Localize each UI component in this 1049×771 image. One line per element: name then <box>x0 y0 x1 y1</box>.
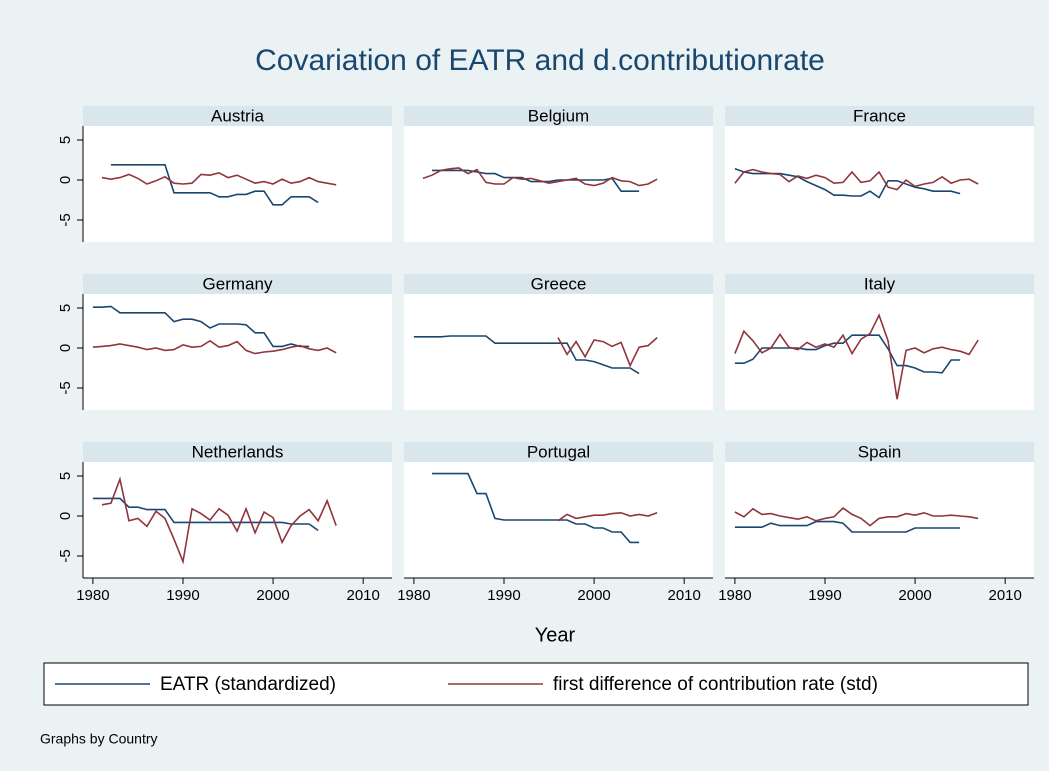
panel-title: Spain <box>858 442 901 461</box>
panel-plot <box>404 294 713 410</box>
x-tick-label: 1980 <box>76 587 109 604</box>
x-tick-label: 2010 <box>346 587 379 604</box>
panel-strip <box>83 274 392 294</box>
y-tick-label: 0 <box>57 512 74 520</box>
panel-strip <box>725 442 1034 462</box>
x-tick-label: 1990 <box>808 587 841 604</box>
panel-plot <box>404 126 713 242</box>
x-tick-label: 1980 <box>718 587 751 604</box>
series-line <box>734 520 961 533</box>
y-tick-label: -5 <box>57 381 74 394</box>
panel-title: Germany <box>203 274 273 293</box>
y-tick-label: 0 <box>57 176 74 184</box>
y-tick-label: -5 <box>57 213 74 226</box>
panel-plot <box>83 126 392 242</box>
x-tick-label: 1990 <box>487 587 520 604</box>
series-line <box>92 339 337 355</box>
series-line <box>101 171 337 186</box>
panel-title: Portugal <box>527 442 590 461</box>
y-tick-label: -5 <box>57 549 74 562</box>
panel-plot <box>83 294 392 410</box>
series-line <box>413 335 640 375</box>
y-tick-label: 5 <box>57 472 74 480</box>
series-line <box>734 313 979 400</box>
panel-plot <box>725 294 1034 410</box>
series-line <box>557 511 658 522</box>
x-tick-label: 2010 <box>988 587 1021 604</box>
panel-plot <box>725 462 1034 578</box>
panel-strip <box>725 274 1034 294</box>
x-tick-label: 2010 <box>667 587 700 604</box>
series-line <box>110 164 319 206</box>
panel-title: Belgium <box>528 106 589 125</box>
panel-title: Austria <box>211 106 264 125</box>
panel-title: France <box>853 106 906 125</box>
series-line <box>734 506 979 527</box>
legend-label: EATR (standardized) <box>160 674 336 695</box>
series-line <box>431 472 640 544</box>
panel-strip <box>404 274 713 294</box>
x-tick-label: 2000 <box>898 587 931 604</box>
series-line <box>734 334 961 374</box>
series-line <box>422 167 658 187</box>
series-line <box>557 337 658 368</box>
series-line <box>101 476 337 565</box>
x-tick-label: 2000 <box>577 587 610 604</box>
x-tick-label: 1980 <box>397 587 430 604</box>
y-tick-label: 0 <box>57 344 74 352</box>
panel-strip <box>83 106 392 126</box>
series-line <box>92 497 319 532</box>
y-tick-label: 5 <box>57 136 74 144</box>
panel-title: Italy <box>864 274 896 293</box>
legend-label: first difference of contribution rate (s… <box>553 674 878 695</box>
panel-strip <box>404 442 713 462</box>
panel-title: Greece <box>531 274 587 293</box>
panel-title: Netherlands <box>192 442 284 461</box>
panel-strip <box>725 106 1034 126</box>
y-tick-label: 5 <box>57 304 74 312</box>
x-axis-label: Year <box>535 624 576 646</box>
chart-title: Covariation of EATR and d.contributionra… <box>255 44 825 77</box>
series-line <box>92 305 310 348</box>
series-line <box>431 169 640 192</box>
panel-strip <box>83 442 392 462</box>
note: Graphs by Country <box>40 731 158 747</box>
x-tick-label: 1990 <box>166 587 199 604</box>
x-tick-label: 2000 <box>256 587 289 604</box>
panel-strip <box>404 106 713 126</box>
series-line <box>734 168 979 191</box>
panel-plot <box>725 126 1034 242</box>
